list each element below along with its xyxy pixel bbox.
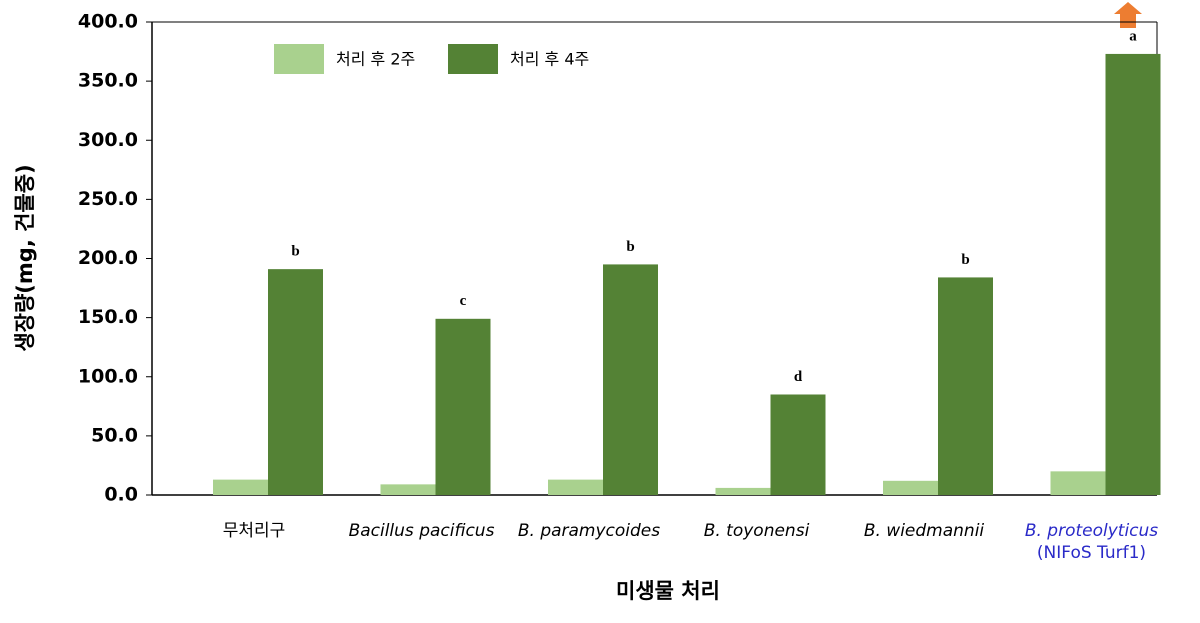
- arrow-icon: [1114, 2, 1142, 28]
- y-axis-label: 생장량(mg, 건물중): [13, 164, 37, 351]
- x-tick-label: B. proteolyticus: [1025, 521, 1158, 541]
- bar: [548, 479, 603, 495]
- y-tick-label: 150.0: [78, 306, 138, 328]
- legend-label: 처리 후 2주: [336, 50, 415, 69]
- y-tick-label: 350.0: [78, 70, 138, 92]
- bar: [435, 318, 491, 495]
- y-tick-label: 200.0: [78, 247, 138, 269]
- significance-label: d: [794, 369, 803, 385]
- y-tick-label: 100.0: [78, 365, 138, 387]
- y-tick-label: 50.0: [91, 424, 138, 446]
- bar: [883, 480, 938, 495]
- bar: [715, 487, 771, 495]
- y-tick-label: 250.0: [78, 188, 138, 210]
- x-tick-label: Bacillus pacificus: [349, 521, 495, 541]
- x-tick-label: 무처리구: [223, 521, 286, 541]
- legend-label: 처리 후 4주: [510, 50, 589, 69]
- x-tick-label: B. paramycoides: [518, 521, 660, 541]
- significance-label: b: [291, 244, 299, 260]
- bar: [380, 484, 436, 495]
- legend-swatch: [274, 44, 324, 74]
- bar: [213, 479, 268, 495]
- x-tick-label: B. toyonensi: [704, 521, 810, 541]
- x-tick-label: (NIFoS Turf1): [1037, 543, 1146, 563]
- bar: [1105, 53, 1161, 496]
- x-tick-label: B. wiedmannii: [864, 521, 985, 541]
- significance-label: c: [460, 293, 467, 309]
- bar: [603, 264, 658, 495]
- significance-label: b: [626, 239, 634, 255]
- significance-label: a: [1129, 28, 1137, 44]
- y-tick-label: 0.0: [104, 484, 138, 506]
- bar: [770, 394, 826, 495]
- y-tick-label: 400.0: [78, 11, 138, 33]
- significance-label: b: [961, 252, 969, 268]
- legend-swatch: [448, 44, 498, 74]
- bar: [938, 277, 993, 495]
- y-tick-label: 300.0: [78, 129, 138, 151]
- bar: [268, 269, 323, 495]
- bar: [1050, 471, 1106, 495]
- x-axis-label: 미생물 처리: [616, 579, 720, 603]
